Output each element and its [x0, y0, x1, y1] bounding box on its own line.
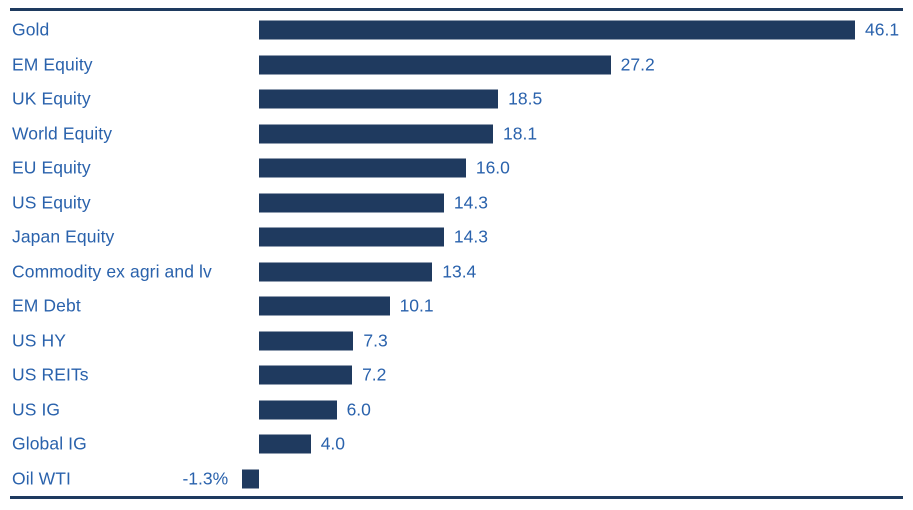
- chart-row: EM Equity 27.2: [0, 48, 913, 83]
- chart-row: Oil WTI -1.3%: [0, 462, 913, 497]
- category-label: EM Equity: [12, 54, 93, 75]
- chart-row: EU Equity 16.0: [0, 151, 913, 186]
- bar: [259, 400, 337, 420]
- bar: [259, 434, 311, 454]
- category-label: Japan Equity: [12, 226, 115, 247]
- chart-row: EM Debt 10.1: [0, 289, 913, 324]
- chart-row: US IG 6.0: [0, 393, 913, 428]
- bar-value-label: 7.3: [363, 330, 388, 351]
- bar-value-label: 7.2: [362, 364, 387, 385]
- bar: [259, 365, 353, 385]
- bar: [259, 20, 855, 40]
- chart-row: Japan Equity 14.3: [0, 220, 913, 255]
- chart-row: Global IG 4.0: [0, 427, 913, 462]
- bar: [259, 193, 444, 213]
- bar: [259, 158, 466, 178]
- bar: [259, 262, 433, 282]
- bar-value-label: 18.5: [508, 88, 543, 109]
- category-label: Global IG: [12, 433, 87, 454]
- bar: [259, 55, 611, 75]
- chart-row: Gold 46.1: [0, 13, 913, 48]
- bar-value-label: 13.4: [442, 261, 477, 282]
- category-label: Gold: [12, 19, 50, 40]
- bar-value-label: 6.0: [346, 399, 371, 420]
- chart-row: World Equity 18.1: [0, 117, 913, 152]
- bar-value-label: 4.0: [320, 433, 346, 454]
- category-label: US IG: [12, 399, 61, 420]
- bar-value-label: -1.3%: [182, 468, 229, 489]
- category-label: World Equity: [12, 123, 113, 144]
- bottom-border-line: [10, 496, 903, 499]
- bar: [259, 227, 444, 247]
- bar: [259, 124, 493, 144]
- bar-value-label: 10.1: [399, 295, 434, 316]
- category-label: EM Debt: [12, 295, 81, 316]
- bar-value-label: 18.1: [503, 123, 538, 144]
- bar-value-label: 14.3: [453, 226, 488, 247]
- chart-rows: Gold 46.1 EM Equity 27.2 UK Equity 18.5 …: [0, 13, 913, 496]
- bar: [259, 89, 499, 109]
- bar-value-label: 27.2: [620, 54, 655, 75]
- category-label: EU Equity: [12, 157, 91, 178]
- chart-row: Commodity ex agri and lv 13.4: [0, 255, 913, 290]
- bar-value-label: 46.1: [865, 19, 900, 40]
- chart-row: US REITs 7.2: [0, 358, 913, 393]
- bar: [242, 469, 259, 489]
- chart-row: US HY 7.3: [0, 324, 913, 359]
- category-label: UK Equity: [12, 88, 91, 109]
- bar: [259, 331, 354, 351]
- category-label: Oil WTI: [12, 468, 72, 489]
- top-border-line: [10, 8, 903, 11]
- category-label: US Equity: [12, 192, 91, 213]
- category-label: Commodity ex agri and lv: [12, 261, 212, 282]
- chart-row: UK Equity 18.5: [0, 82, 913, 117]
- category-label: US REITs: [12, 364, 89, 385]
- bar: [259, 296, 390, 316]
- bar-value-label: 14.3: [453, 192, 488, 213]
- chart-row: US Equity 14.3: [0, 186, 913, 221]
- category-label: US HY: [12, 330, 66, 351]
- bar-value-label: 16.0: [475, 157, 510, 178]
